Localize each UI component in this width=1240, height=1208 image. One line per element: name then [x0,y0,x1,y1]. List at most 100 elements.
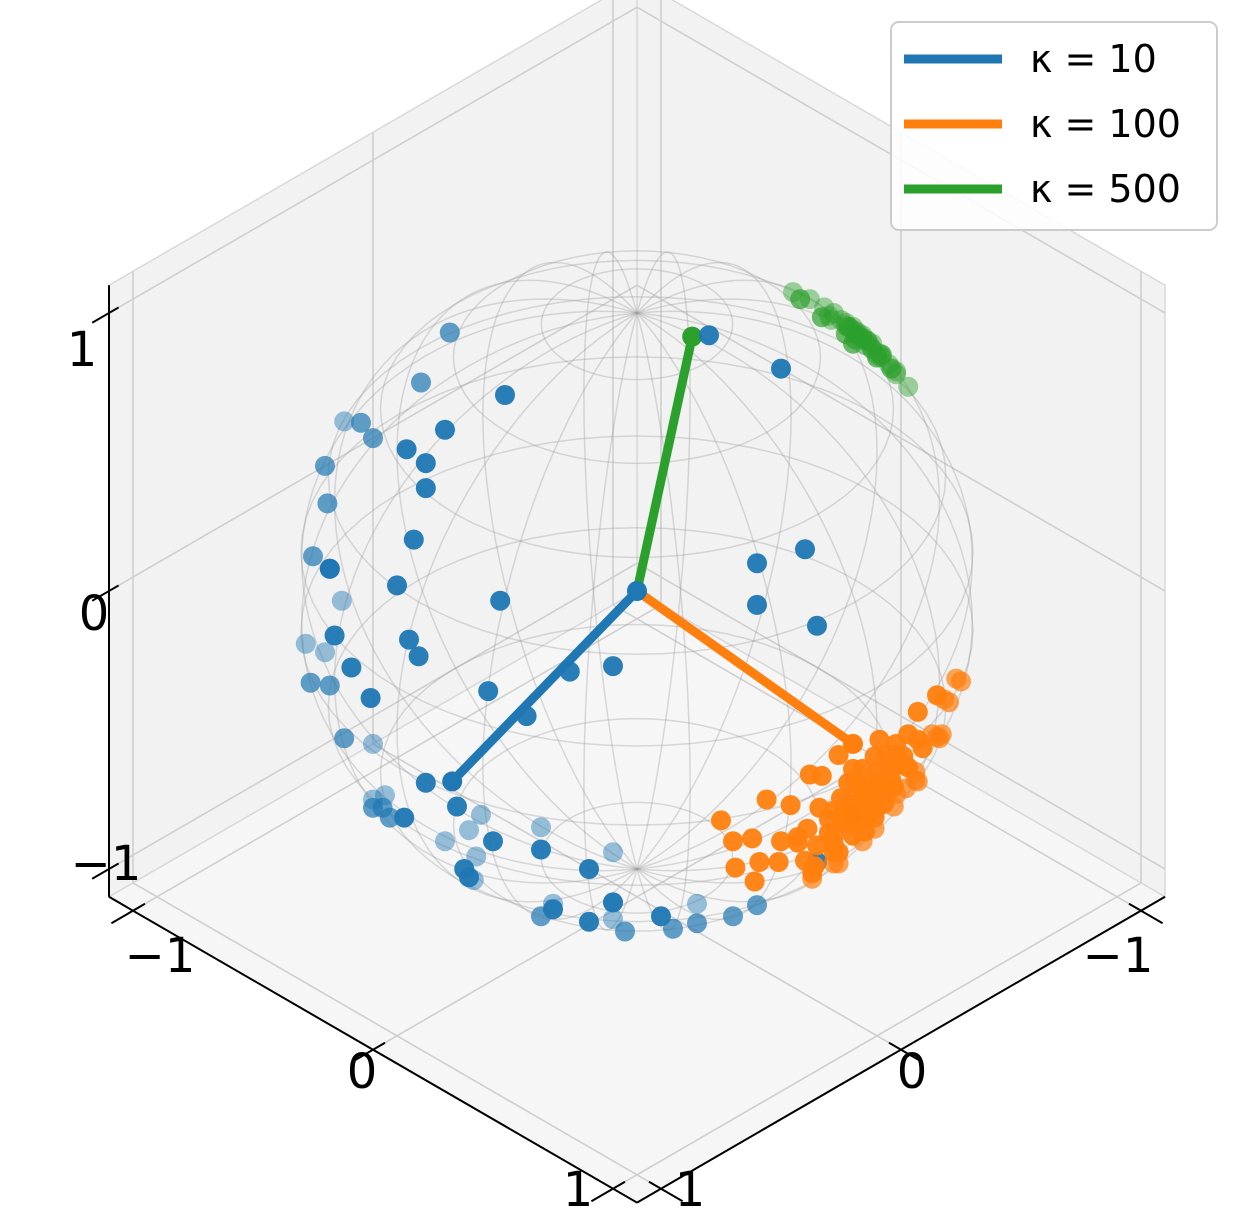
data-point [843,758,863,779]
data-point [399,629,419,650]
data-point [483,831,503,852]
data-point [651,906,671,927]
data-point [435,419,455,440]
z-tick-label-1: 1 [67,322,98,378]
data-point [315,642,335,663]
data-point [869,729,890,750]
data-point [790,289,811,310]
data-point [747,553,767,574]
data-point [787,827,808,847]
data-point [699,325,719,346]
z-axis-tick [91,306,120,324]
data-point [454,859,475,879]
data-point [828,745,849,765]
sphere-longitude-line [636,251,691,870]
data-point [478,681,499,702]
data-point [579,859,599,879]
sphere-latitude-line [452,250,822,465]
data-point [603,656,623,677]
y-tick-label-1: −1 [125,928,196,984]
data-point [811,307,832,328]
grid-line [372,743,902,1051]
data-point [317,493,338,514]
points-front [303,325,967,942]
mean-direction-line [447,586,642,786]
data-point [864,746,885,767]
x-tick-label-2: 0 [897,1044,928,1100]
mean-direction-line [632,332,697,596]
z-axis-tick [91,584,120,602]
data-point [351,412,371,433]
sphere-longitude-line [482,261,638,870]
legend-box [890,21,1218,231]
legend-label-2: κ = 100 [1030,102,1181,146]
sphere-longitude-line [396,312,638,903]
data-point [415,453,436,474]
sphere-longitude-line [636,298,941,870]
data-point [687,893,707,914]
legend-label-3: κ = 500 [1030,167,1181,211]
sphere-longitude-line [301,310,638,870]
data-point [799,764,820,785]
data-point [495,385,515,405]
data-point [711,810,731,831]
data-point [334,411,355,432]
data-point [898,376,919,397]
sphere-longitude-line [301,312,638,872]
data-point [744,871,765,892]
data-point [579,911,599,932]
legend-label-1: κ = 10 [1030,37,1157,81]
data-point [341,657,362,678]
data-point [319,558,340,579]
data-point [411,372,431,393]
data-point [756,789,777,810]
data-point [387,575,407,596]
data-point [379,807,400,828]
grid-line [612,882,1142,1190]
data-point [807,835,827,856]
data-point [795,539,815,560]
data-point [394,807,415,828]
y-axis-tick [110,902,146,925]
data-point [363,428,383,449]
data-point [415,478,436,499]
data-point [603,909,623,929]
data-point [408,646,429,667]
data-point [886,364,907,385]
data-point [831,788,851,809]
sphere-longitude-line [636,312,941,884]
mean-direction-endpoint [682,326,703,347]
z-axis-tick [91,862,120,880]
data-point [300,672,321,693]
data-point [819,822,839,843]
data-point [415,772,436,793]
data-point [490,590,511,611]
data-point [867,347,887,368]
data-point [881,358,902,379]
data-point [466,846,487,867]
y-axis-tick [350,1041,386,1064]
data-point [603,842,623,863]
sphere-longitude-line [482,312,638,921]
data-point [747,895,767,916]
data-point [687,913,707,934]
points-back [295,282,971,939]
data-point [531,839,551,860]
x-axis-tick [648,1180,684,1203]
data-point [603,892,623,913]
data-point [927,685,947,706]
data-point [439,322,460,343]
data-point [447,796,467,817]
data-point [886,361,907,382]
data-point [315,455,335,476]
sphere-longitude-line [636,310,973,870]
data-point [881,358,902,379]
mean-direction-line [632,586,858,749]
x-tick-label-1: −1 [1083,928,1154,984]
data-point [795,850,815,871]
data-point [360,688,381,708]
data-point [907,701,928,722]
data-point [396,439,417,460]
legend: κ = 10 κ = 100 κ = 500 [890,21,1218,231]
data-point [334,728,355,749]
